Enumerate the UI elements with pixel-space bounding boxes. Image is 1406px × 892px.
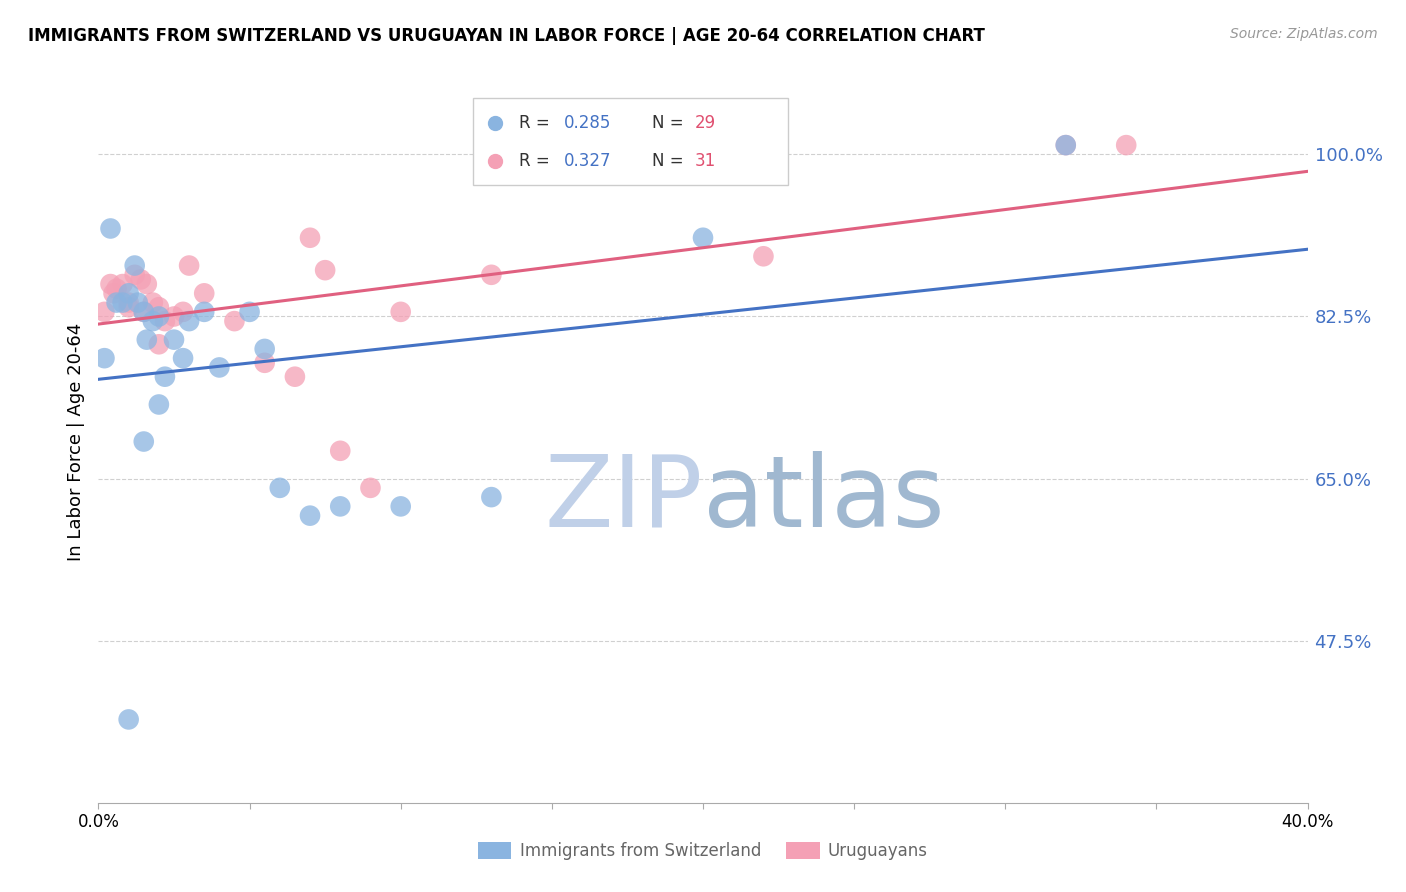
Point: [105, 295, 128, 310]
Point: [129, 272, 152, 286]
Point: [153, 314, 176, 328]
Text: N =: N =: [652, 113, 689, 132]
Text: atlas: atlas: [703, 450, 945, 548]
Point: [100, 277, 122, 291]
Point: [111, 295, 134, 310]
Text: IMMIGRANTS FROM SWITZERLAND VS URUGUAYAN IN LABOR FORCE | AGE 20-64 CORRELATION : IMMIGRANTS FROM SWITZERLAND VS URUGUAYAN…: [28, 27, 986, 45]
Text: 0.327: 0.327: [564, 152, 612, 169]
Point: [172, 351, 194, 366]
Point: [172, 305, 194, 319]
Point: [752, 249, 775, 263]
Point: [299, 231, 322, 245]
Text: R =: R =: [519, 152, 555, 169]
Point: [193, 305, 215, 319]
Point: [253, 356, 276, 370]
Point: [148, 310, 170, 324]
Point: [142, 295, 165, 310]
Point: [132, 434, 155, 449]
Point: [124, 268, 146, 282]
Point: [148, 337, 170, 351]
Text: N =: N =: [652, 152, 689, 169]
Point: [163, 333, 186, 347]
Point: [1115, 138, 1137, 153]
Point: [127, 295, 149, 310]
Point: [103, 286, 125, 301]
Point: [284, 369, 307, 384]
Point: [314, 263, 336, 277]
Legend: Immigrants from Switzerland, Uruguayans: Immigrants from Switzerland, Uruguayans: [471, 835, 935, 867]
Point: [269, 481, 291, 495]
Point: [105, 282, 128, 296]
Point: [239, 305, 262, 319]
Point: [135, 333, 157, 347]
Point: [360, 481, 382, 495]
Point: [111, 277, 134, 291]
Point: [389, 305, 412, 319]
Point: [253, 342, 276, 356]
Point: [481, 490, 503, 504]
Point: [100, 221, 122, 235]
Point: [135, 277, 157, 291]
Point: [93, 351, 115, 366]
Point: [329, 443, 352, 458]
Point: [193, 286, 215, 301]
Point: [93, 305, 115, 319]
Point: [299, 508, 322, 523]
Point: [208, 360, 231, 375]
Text: ZIP: ZIP: [544, 450, 703, 548]
Point: [224, 314, 246, 328]
Point: [389, 500, 412, 514]
Point: [118, 286, 141, 301]
Text: 0.285: 0.285: [564, 113, 612, 132]
Point: [179, 259, 201, 273]
Point: [148, 300, 170, 314]
Text: 31: 31: [695, 152, 716, 169]
Point: [329, 500, 352, 514]
FancyBboxPatch shape: [474, 98, 787, 185]
Point: [142, 314, 165, 328]
Y-axis label: In Labor Force | Age 20-64: In Labor Force | Age 20-64: [66, 322, 84, 561]
Text: 29: 29: [695, 113, 716, 132]
Text: Source: ZipAtlas.com: Source: ZipAtlas.com: [1230, 27, 1378, 41]
Point: [124, 259, 146, 273]
Point: [132, 305, 155, 319]
Text: R =: R =: [519, 113, 555, 132]
Point: [153, 369, 176, 384]
Point: [1054, 138, 1077, 153]
Point: [118, 295, 141, 310]
Point: [118, 300, 141, 314]
Point: [692, 231, 714, 245]
Point: [179, 314, 201, 328]
Point: [118, 713, 141, 727]
Point: [132, 305, 155, 319]
Point: [1054, 138, 1077, 153]
Point: [163, 310, 186, 324]
Point: [148, 397, 170, 411]
Point: [481, 268, 503, 282]
